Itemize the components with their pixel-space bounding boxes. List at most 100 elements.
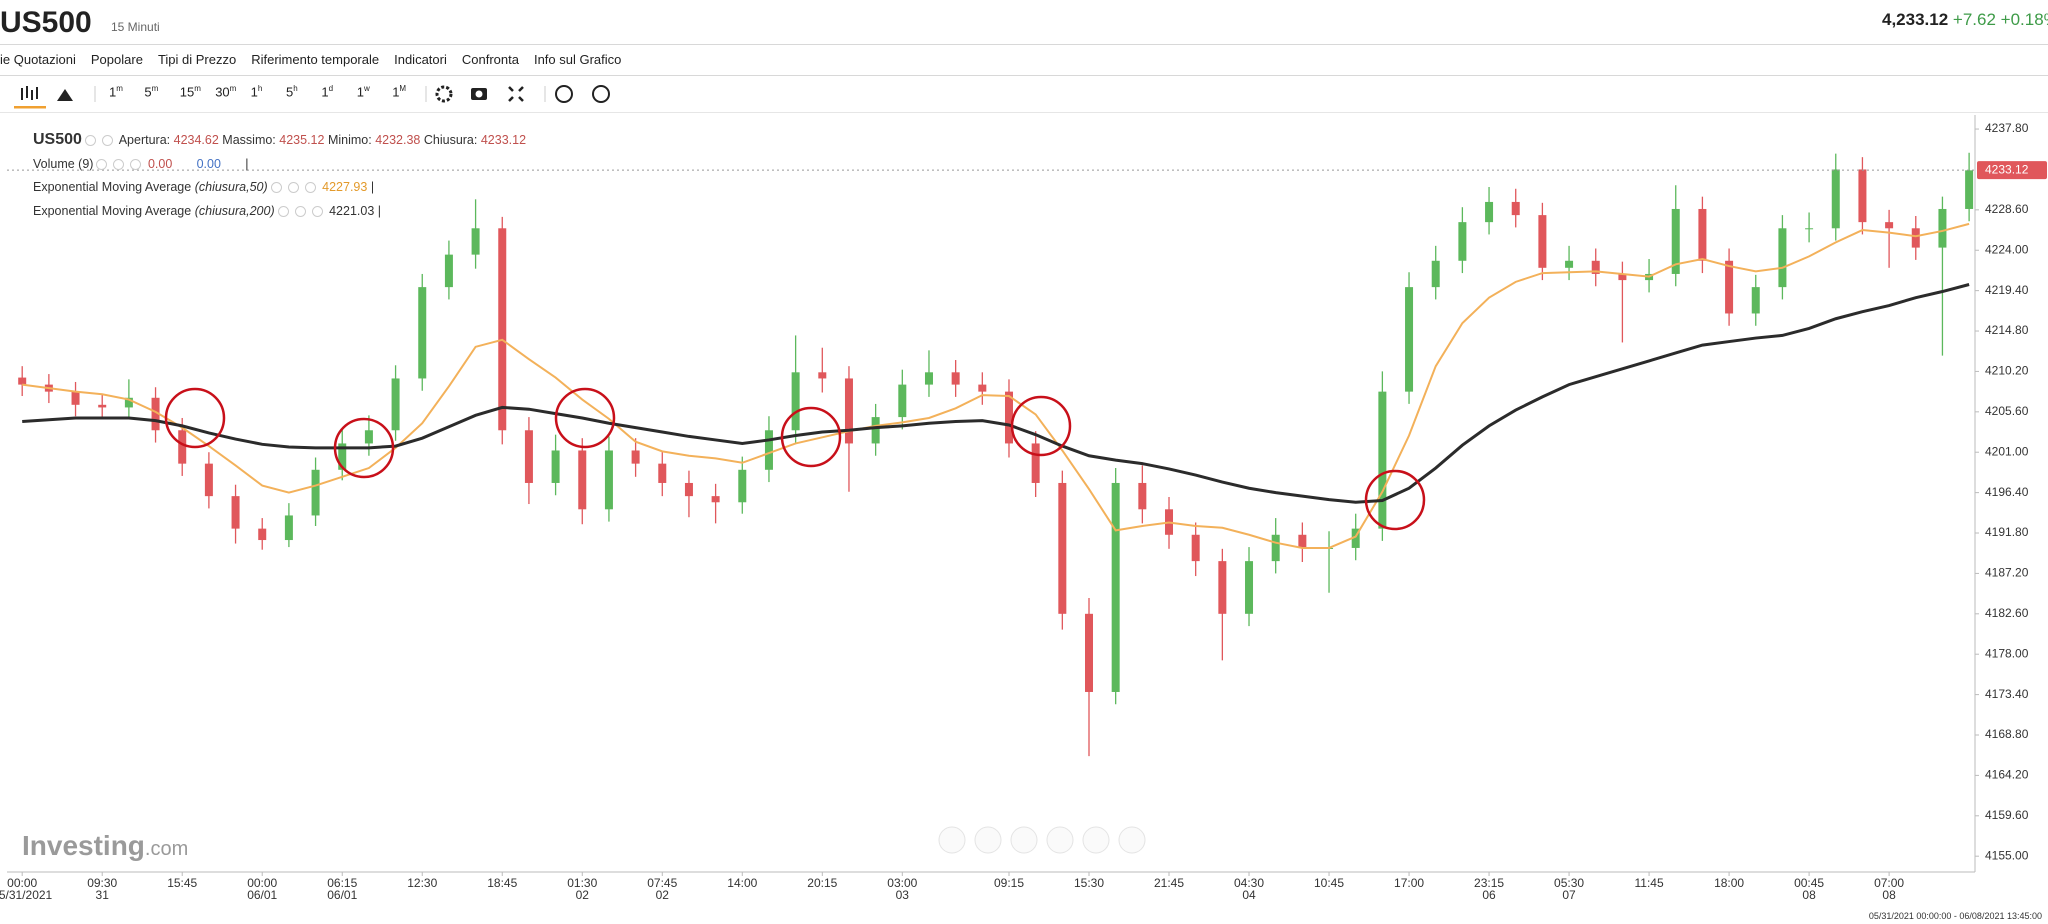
- sep: |: [245, 156, 249, 171]
- candle-body: [711, 496, 720, 503]
- interval-button[interactable]: 1h: [251, 84, 263, 99]
- candle-body: [1965, 170, 1974, 209]
- upload-icon[interactable]: [592, 85, 610, 103]
- interval-number: 5: [286, 84, 294, 100]
- nav-button[interactable]: [938, 826, 966, 854]
- candle-body: [1778, 228, 1787, 288]
- candle-body: [151, 397, 160, 431]
- interval: 15 Minuti: [111, 20, 160, 34]
- label: Volume (9): [33, 156, 94, 171]
- menu-item[interactable]: Riferimento temporale: [251, 52, 380, 67]
- candle-body: [1111, 482, 1120, 692]
- y-tick-label: 4187.20: [1985, 566, 2029, 580]
- active-underline: [14, 106, 46, 109]
- menu-item[interactable]: Confronta: [461, 52, 519, 67]
- nav-button[interactable]: [1082, 826, 1110, 854]
- x-tick-label: 00:00 05/31/2021: [0, 876, 53, 902]
- interval-number: 1: [356, 84, 365, 100]
- interval-button[interactable]: 1w: [357, 84, 370, 99]
- menu-item[interactable]: ie Quotazioni: [0, 52, 76, 67]
- candle-body: [1138, 482, 1147, 510]
- menu-item[interactable]: Info sul Grafico: [533, 52, 622, 67]
- candle-body: [1031, 443, 1040, 483]
- nav-buttons: [938, 826, 1146, 854]
- settings-icon[interactable]: [435, 85, 453, 103]
- menu-item[interactable]: Tipi di Prezzo: [157, 52, 237, 67]
- value: 4235.12: [279, 133, 325, 147]
- label: Exponential Moving Average: [33, 180, 192, 194]
- x-tick-label: 18:00: [1714, 876, 1745, 890]
- interval-button[interactable]: 30m: [215, 84, 236, 99]
- nav-button[interactable]: [1046, 826, 1074, 854]
- download-icon[interactable]: [555, 85, 573, 103]
- toolbar-icons: [14, 85, 610, 109]
- candle-body: [551, 450, 560, 483]
- circle-annotation: [333, 417, 395, 479]
- candle-body: [498, 228, 507, 431]
- candle-body: [1911, 228, 1920, 248]
- y-tick-label: 4159.60: [1985, 808, 2029, 822]
- ema-line: [22, 222, 1970, 549]
- y-tick-label: 4155.00: [1985, 848, 2029, 862]
- value: 4233.12: [480, 133, 527, 147]
- interval-unit: m: [194, 84, 201, 93]
- y-tick-label: 4237.80: [1985, 121, 2029, 135]
- label: Chiusura:: [423, 133, 478, 147]
- y-tick-label: 4214.80: [1985, 323, 2029, 337]
- interval-button[interactable]: 15m: [180, 84, 201, 99]
- interval-button[interactable]: 1M: [392, 84, 406, 99]
- y-tick-label: 4173.40: [1985, 687, 2029, 701]
- params: (chiusura,200): [194, 203, 275, 218]
- interval-button[interactable]: 1m: [109, 84, 123, 99]
- candle-body: [338, 443, 347, 470]
- candle-body: [604, 450, 613, 510]
- sep: |: [377, 203, 382, 218]
- interval-button[interactable]: 5h: [286, 84, 298, 99]
- candle-body: [18, 377, 27, 385]
- menu-item[interactable]: Popolare: [90, 52, 143, 67]
- candle-body: [1751, 287, 1760, 314]
- interval-unit: h: [257, 84, 263, 93]
- candle-body: [898, 384, 907, 418]
- y-tick-label: 4201.00: [1985, 444, 2029, 458]
- candle-body: [391, 378, 400, 431]
- legend: US500 Apertura: 4234.62 Massimo: 4235.12…: [33, 128, 526, 223]
- y-tick-label: 4210.20: [1985, 364, 2029, 378]
- candle-body: [1698, 208, 1707, 261]
- divider: [0, 75, 2048, 76]
- x-tick-label: 23:15 06: [1474, 876, 1505, 902]
- interval-number: 5: [144, 84, 152, 100]
- menu-item[interactable]: Indicatori: [394, 52, 447, 67]
- interval-number: 30: [215, 84, 230, 100]
- interval-button[interactable]: 5m: [144, 84, 158, 99]
- x-tick-label: 12:30: [407, 876, 438, 890]
- interval-button[interactable]: 1d: [321, 84, 333, 99]
- candle-icon[interactable]: [21, 86, 38, 100]
- candle-body: [1085, 613, 1093, 692]
- interval-unit: m: [116, 84, 123, 93]
- y-tick-label: 4164.20: [1985, 768, 2029, 782]
- interval-number: 1: [392, 84, 400, 100]
- value: 4227.93: [322, 180, 368, 194]
- candle-body: [71, 391, 80, 405]
- candle-body: [631, 450, 640, 464]
- candle-body: [471, 228, 480, 255]
- candle-body: [1271, 534, 1280, 562]
- area-icon[interactable]: [57, 89, 73, 101]
- label: Exponential Moving Average: [33, 203, 192, 218]
- candle-body: [1191, 534, 1200, 562]
- params: (chiusura,50): [194, 180, 268, 194]
- fullscreen-icon[interactable]: [508, 86, 524, 102]
- candle-body: [1218, 561, 1227, 614]
- legend-symbol: US500: [33, 131, 82, 148]
- candle-body: [818, 372, 827, 379]
- circle-annotation: [780, 406, 842, 468]
- y-tick-label: 4196.40: [1985, 485, 2029, 499]
- nav-button[interactable]: [1010, 826, 1038, 854]
- nav-button[interactable]: [974, 826, 1002, 854]
- x-tick-label: 06:15 06/01: [327, 876, 358, 902]
- nav-button[interactable]: [1118, 826, 1146, 854]
- circle-annotation: [554, 387, 616, 449]
- circle-annotation: [1364, 469, 1426, 531]
- candle-body: [1458, 222, 1467, 261]
